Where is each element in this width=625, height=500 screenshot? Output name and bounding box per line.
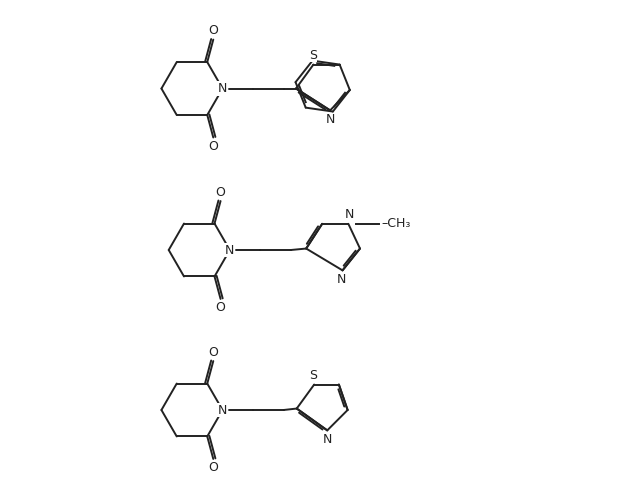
Text: O: O xyxy=(216,301,226,314)
Text: N: N xyxy=(337,274,346,286)
Text: O: O xyxy=(208,24,218,38)
Text: O: O xyxy=(208,461,218,474)
Text: N: N xyxy=(326,114,336,126)
Text: N: N xyxy=(218,82,227,95)
Text: N: N xyxy=(218,404,227,416)
Text: N: N xyxy=(344,208,354,221)
Text: O: O xyxy=(208,346,218,359)
Text: N: N xyxy=(322,434,332,446)
Text: S: S xyxy=(309,368,317,382)
Text: O: O xyxy=(216,186,226,199)
Text: N: N xyxy=(225,244,234,256)
Text: O: O xyxy=(208,140,218,152)
Text: –CH₃: –CH₃ xyxy=(382,218,411,230)
Text: S: S xyxy=(309,48,317,62)
